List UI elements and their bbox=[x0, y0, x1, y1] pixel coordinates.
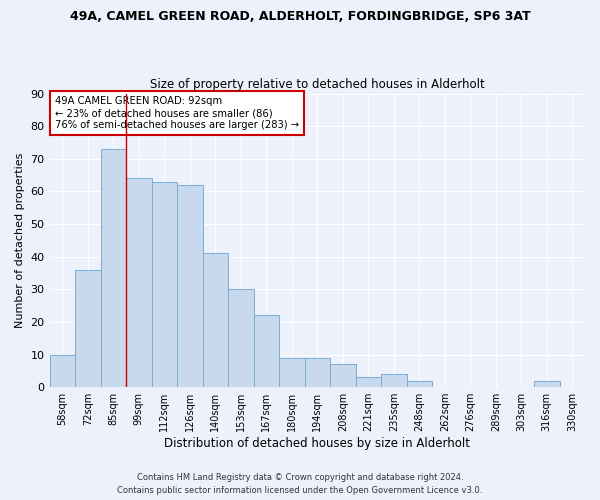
Y-axis label: Number of detached properties: Number of detached properties bbox=[15, 152, 25, 328]
Bar bbox=[279, 358, 305, 387]
Text: Contains HM Land Registry data © Crown copyright and database right 2024.
Contai: Contains HM Land Registry data © Crown c… bbox=[118, 474, 482, 495]
Bar bbox=[534, 380, 560, 387]
Bar bbox=[75, 270, 101, 387]
Bar bbox=[126, 178, 152, 387]
Bar bbox=[356, 378, 381, 387]
Bar bbox=[228, 290, 254, 387]
Bar bbox=[177, 185, 203, 387]
Bar bbox=[254, 316, 279, 387]
Bar bbox=[330, 364, 356, 387]
Bar bbox=[50, 354, 75, 387]
Text: 49A, CAMEL GREEN ROAD, ALDERHOLT, FORDINGBRIDGE, SP6 3AT: 49A, CAMEL GREEN ROAD, ALDERHOLT, FORDIN… bbox=[70, 10, 530, 23]
Bar bbox=[407, 380, 432, 387]
Title: Size of property relative to detached houses in Alderholt: Size of property relative to detached ho… bbox=[150, 78, 485, 91]
Bar bbox=[152, 182, 177, 387]
Bar bbox=[203, 254, 228, 387]
Text: 49A CAMEL GREEN ROAD: 92sqm
← 23% of detached houses are smaller (86)
76% of sem: 49A CAMEL GREEN ROAD: 92sqm ← 23% of det… bbox=[55, 96, 299, 130]
X-axis label: Distribution of detached houses by size in Alderholt: Distribution of detached houses by size … bbox=[164, 437, 470, 450]
Bar bbox=[101, 149, 126, 387]
Bar bbox=[305, 358, 330, 387]
Bar bbox=[381, 374, 407, 387]
